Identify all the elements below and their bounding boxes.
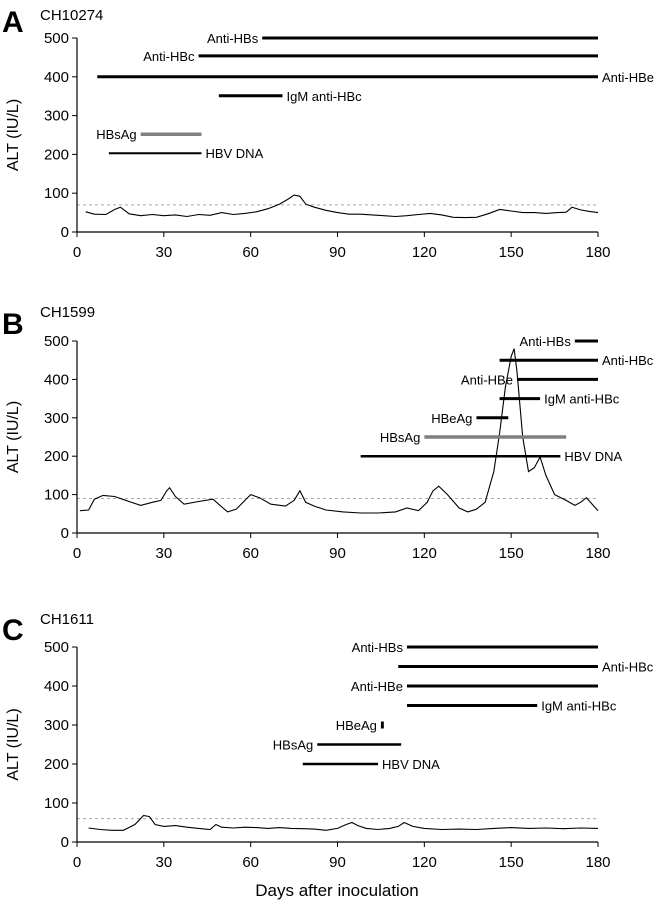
marker-label: HBsAg: [380, 430, 420, 445]
marker-label: IgM anti-HBc: [287, 89, 363, 104]
y-tick-label: 100: [44, 487, 69, 504]
y-tick-label: 200: [44, 146, 69, 163]
y-tick-label: 400: [44, 69, 69, 86]
x-tick-label: 30: [155, 854, 172, 871]
panel-letter: A: [2, 6, 24, 39]
marker-label: HBV DNA: [205, 146, 263, 161]
x-tick-label: 150: [499, 854, 524, 871]
marker-label: HBsAg: [96, 127, 136, 142]
x-tick-label: 180: [585, 854, 610, 871]
y-tick-label: 0: [61, 525, 69, 542]
x-tick-label: 60: [242, 244, 259, 261]
alt-series-line: [85, 194, 599, 219]
y-tick-label: 200: [44, 756, 69, 773]
x-tick-label: 180: [585, 244, 610, 261]
x-tick-label: 120: [412, 854, 437, 871]
y-tick-label: 0: [61, 834, 69, 851]
y-axis-label: ALT (IU/L): [5, 99, 22, 171]
y-axis-label: ALT (IU/L): [5, 708, 22, 780]
panel-title: CH1611: [40, 611, 94, 628]
marker-label: IgM anti-HBc: [544, 392, 620, 407]
y-tick-label: 100: [44, 795, 69, 812]
y-tick-label: 400: [44, 678, 69, 695]
x-tick-label: 150: [499, 244, 524, 261]
x-tick-label: 180: [585, 545, 610, 562]
marker-label: Anti-HBs: [520, 334, 572, 349]
marker-label: HBV DNA: [382, 757, 440, 772]
alt-series-line: [79, 348, 599, 514]
panel-c: C CH1611 0 100 200 300 400 500 0 30 60 90 120 150 180 A…: [2, 611, 654, 871]
x-tick-label: 0: [73, 244, 81, 261]
marker-label: Anti-HBc: [602, 660, 654, 675]
y-tick-label: 200: [44, 448, 69, 465]
x-tick-label: 0: [73, 545, 81, 562]
y-tick-label: 100: [44, 185, 69, 202]
x-tick-label: 30: [155, 244, 172, 261]
x-tick-label: 0: [73, 854, 81, 871]
y-axis-label: ALT (IU/L): [5, 401, 22, 473]
marker-label: HBsAg: [273, 738, 313, 753]
marker-label: Anti-HBe: [461, 372, 513, 387]
marker-label: HBV DNA: [564, 449, 622, 464]
marker-label: IgM anti-HBc: [541, 699, 617, 714]
panel-a: A CH10274 0 100 200 300 400 500 0 30 60 90 120 150 180…: [2, 6, 654, 261]
y-tick-label: 500: [44, 30, 69, 47]
marker-label: Anti-HBc: [143, 49, 195, 64]
x-tick-label: 90: [329, 545, 346, 562]
panel-letter: B: [2, 308, 24, 341]
y-tick-label: 0: [61, 224, 69, 241]
marker-label: HBeAg: [431, 411, 472, 426]
x-tick-label: 60: [242, 854, 259, 871]
x-tick-label: 60: [242, 545, 259, 562]
y-tick-label: 500: [44, 639, 69, 656]
marker-label: HBeAg: [336, 718, 377, 733]
y-tick-label: 500: [44, 333, 69, 350]
y-tick-label: 300: [44, 717, 69, 734]
y-tick-label: 400: [44, 371, 69, 388]
alt-series-line: [88, 814, 599, 831]
panel-letter: C: [2, 614, 24, 647]
x-tick-label: 90: [329, 244, 346, 261]
panel-title: CH1599: [40, 304, 95, 321]
x-tick-label: 90: [329, 854, 346, 871]
x-axis-label: Days after inoculation: [255, 881, 418, 900]
panel-b: B CH1599 0 100 200 300 400 500 0 30 60 90 120 150 180 A…: [2, 304, 654, 562]
marker-label: Anti-HBe: [351, 679, 403, 694]
x-tick-label: 150: [499, 545, 524, 562]
marker-label: Anti-HBs: [352, 640, 404, 655]
x-tick-label: 120: [412, 244, 437, 261]
marker-label: Anti-HBc: [602, 353, 654, 368]
marker-label: Anti-HBs: [207, 31, 259, 46]
y-tick-label: 300: [44, 108, 69, 125]
panel-title: CH10274: [40, 7, 103, 24]
y-tick-label: 300: [44, 410, 69, 427]
x-tick-label: 30: [155, 545, 172, 562]
x-tick-label: 120: [412, 545, 437, 562]
marker-label: Anti-HBe: [602, 70, 654, 85]
